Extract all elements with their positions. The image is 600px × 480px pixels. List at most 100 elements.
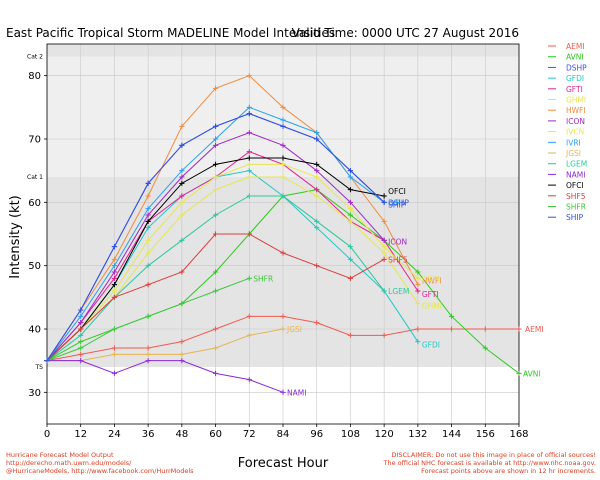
series-ofci bbox=[44, 155, 387, 364]
series-point-ivri bbox=[145, 206, 151, 212]
x-tick-label: 84 bbox=[277, 429, 290, 440]
footer-left-line-2[interactable]: http://derecho.math.uwm.edu/models/ bbox=[6, 459, 132, 467]
series-point-aemi bbox=[347, 332, 354, 338]
series-point-icon bbox=[179, 174, 185, 180]
series-point-ghmi bbox=[347, 218, 354, 224]
legend-label-gfti: GFTI bbox=[566, 85, 583, 94]
legend-label-ship: SHIP bbox=[566, 213, 584, 222]
series-point-hwfi bbox=[111, 256, 118, 262]
series-point-nami bbox=[111, 370, 118, 376]
series-aemi bbox=[44, 313, 522, 364]
series-ship bbox=[44, 111, 387, 364]
series-point-lgem bbox=[347, 244, 354, 250]
x-tick-label: 36 bbox=[142, 429, 155, 440]
y-tick-label: 50 bbox=[28, 261, 41, 272]
footer-left-line-3[interactable]: @HurricaneModels, http://www.facebook.co… bbox=[6, 467, 194, 475]
end-label-jgsi: JGSI bbox=[286, 325, 302, 334]
series-point-ivcn bbox=[347, 206, 354, 212]
series-point-nami bbox=[78, 358, 84, 364]
series-point-ghmi bbox=[415, 301, 421, 307]
series-line-nami bbox=[47, 360, 284, 393]
series-point-ivri bbox=[212, 136, 219, 142]
series-point-ofci bbox=[179, 180, 185, 186]
x-tick-label: 60 bbox=[209, 429, 222, 440]
series-point-ship bbox=[212, 123, 219, 129]
series-point-nami bbox=[280, 389, 286, 395]
series-point-lgem bbox=[246, 193, 252, 199]
series-point-aemi bbox=[280, 313, 286, 319]
series-point-ghmi bbox=[314, 193, 320, 199]
x-tick-label: 24 bbox=[108, 429, 121, 440]
series-point-hwfi bbox=[179, 123, 185, 129]
series-point-shfr bbox=[111, 326, 118, 332]
series-point-jgsi bbox=[246, 332, 252, 338]
series-point-jgsi bbox=[179, 351, 185, 357]
y-tick-label: 40 bbox=[28, 325, 41, 336]
series-point-icon bbox=[347, 199, 354, 205]
legend-label-jgsi: JGSI bbox=[565, 149, 581, 158]
series-point-shf5 bbox=[246, 231, 252, 237]
series-point-nami bbox=[212, 370, 219, 376]
series-point-ship bbox=[44, 358, 50, 364]
series-point-gfdi bbox=[246, 168, 252, 174]
series-point-hwfi bbox=[280, 104, 286, 110]
end-label-hwfi: HWFI bbox=[422, 277, 442, 286]
legend-label-gfdi: GFDI bbox=[566, 74, 584, 83]
series-point-icon bbox=[314, 168, 320, 174]
series-point-ofci bbox=[347, 187, 354, 193]
series-point-lgem bbox=[280, 193, 286, 199]
series-point-shf5 bbox=[381, 256, 387, 262]
x-tick-label: 108 bbox=[341, 429, 360, 440]
series-point-hwfi bbox=[212, 85, 219, 91]
series-point-avni bbox=[448, 313, 455, 319]
series-point-ivcn bbox=[280, 161, 286, 167]
category-bands: TS Cat 1 Cat 2 bbox=[27, 44, 519, 424]
series-point-avni bbox=[78, 339, 84, 345]
series-point-ivcn bbox=[212, 174, 219, 180]
end-label-aemi: AEMI bbox=[525, 325, 544, 334]
legend-label-hwfi: HWFI bbox=[566, 106, 586, 115]
end-label-avni: AVNI bbox=[523, 369, 541, 378]
series-point-lgem bbox=[78, 332, 84, 338]
end-label-nami: NAMI bbox=[287, 388, 306, 397]
series-point-jgsi bbox=[280, 326, 286, 332]
series-point-icon bbox=[78, 320, 84, 326]
series-point-gfti bbox=[314, 187, 320, 193]
series-point-nami bbox=[246, 377, 252, 383]
series-point-ofci bbox=[381, 193, 387, 199]
x-tick-label: 12 bbox=[74, 429, 87, 440]
y-tick-label: 80 bbox=[28, 71, 41, 82]
legend-label-dshp: DSHP bbox=[566, 63, 587, 72]
series-point-ivcn bbox=[381, 244, 387, 250]
series-point-ofci bbox=[145, 218, 151, 224]
series-point-shf5 bbox=[111, 294, 118, 300]
series-point-hwfi bbox=[381, 218, 387, 224]
series-point-hwfi bbox=[415, 282, 421, 288]
series-point-avni bbox=[212, 269, 219, 275]
series-point-shf5 bbox=[78, 326, 84, 332]
series-point-gfdi bbox=[145, 225, 151, 231]
series-point-avni bbox=[516, 370, 522, 376]
valid-time: Valid Time: 0000 UTC 27 August 2016 bbox=[292, 26, 519, 40]
footer-right-line-3: Forecast points above are shown in 12 hr… bbox=[421, 467, 596, 475]
end-label-ghmi: GHMI bbox=[422, 302, 442, 311]
end-label-shf5: SHF5 bbox=[388, 255, 408, 264]
series-layer bbox=[44, 73, 522, 395]
legend-label-lgem: LGEM bbox=[566, 160, 587, 169]
series-point-jgsi bbox=[111, 351, 118, 357]
series-point-ivcn bbox=[111, 288, 118, 294]
footer-right-line-2: The official NHC forecast is available a… bbox=[383, 459, 596, 467]
end-label-gfdi: GFDI bbox=[422, 341, 440, 350]
legend-label-ofci: OFCI bbox=[566, 181, 584, 190]
footer-left-line-1: Hurricane Forecast Model Output bbox=[6, 451, 114, 459]
series-point-icon bbox=[381, 237, 387, 243]
series-point-aemi bbox=[111, 345, 118, 351]
series-point-ghmi bbox=[212, 187, 219, 193]
x-tick-label: 168 bbox=[509, 429, 528, 440]
x-axis-label: Forecast Hour bbox=[238, 456, 329, 471]
legend-label-nami: NAMI bbox=[566, 170, 585, 179]
series-point-ivri bbox=[347, 174, 354, 180]
band-label-cat-2: Cat 2 bbox=[27, 54, 43, 61]
series-point-ofci bbox=[280, 155, 286, 161]
